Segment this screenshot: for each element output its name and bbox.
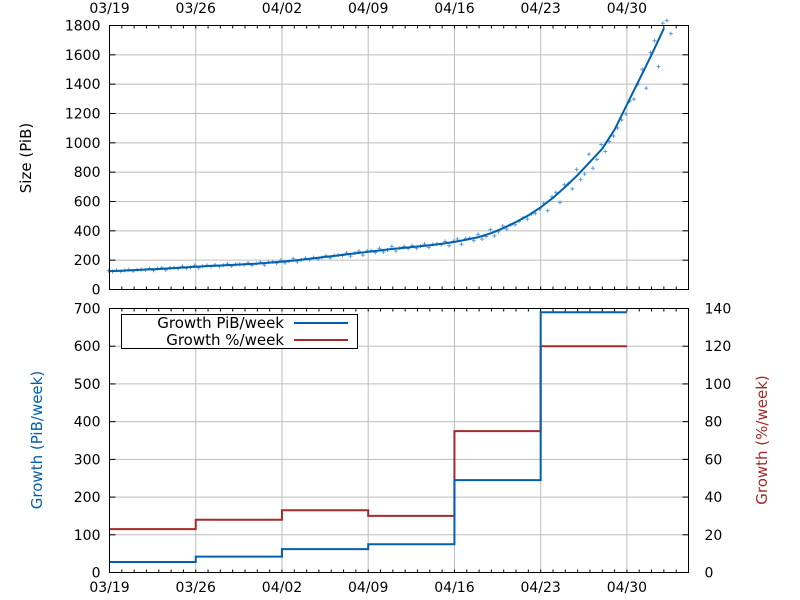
growth-y-tick-label: 400 — [74, 415, 101, 431]
size-y-axis-label: Size (PiB) — [17, 123, 35, 193]
size-scatter-points — [106, 18, 673, 274]
growth-x-tick-label: 04/09 — [348, 580, 388, 596]
size-data-point — [570, 186, 575, 191]
growth-y2-tick-label: 100 — [705, 377, 732, 393]
growth-x-tick-label: 03/26 — [176, 580, 216, 596]
size-y-tick-label: 0 — [92, 283, 101, 299]
size-y-tick-label: 200 — [74, 253, 101, 269]
growth-ticks: 0 100 200 300 400 500 600 700 0 20 40 60 80 100 120 140… — [74, 302, 731, 597]
growth-y2-tick-label: 20 — [705, 528, 723, 544]
size-data-point — [590, 166, 595, 171]
size-data-point — [586, 152, 591, 157]
growth-y-tick-label: 600 — [74, 339, 101, 355]
size-data-point — [389, 244, 394, 249]
size-data-point — [480, 237, 485, 242]
size-y-tick-label: 1800 — [65, 19, 101, 35]
size-data-point — [631, 97, 636, 102]
size-x-tick-label: 03/19 — [89, 1, 129, 17]
growth-y2-tick-label: 0 — [705, 566, 714, 582]
growth-y-tick-label: 0 — [92, 566, 101, 582]
growth-y2-tick-label: 140 — [705, 302, 732, 318]
size-data-point — [582, 171, 587, 176]
size-data-point — [471, 238, 476, 243]
size-line — [109, 28, 665, 273]
size-data-point — [664, 18, 669, 23]
growth-x-tick-label: 03/19 — [89, 580, 129, 596]
size-x-tick-label: 03/26 — [176, 1, 216, 17]
growth-y-tick-label: 700 — [74, 302, 101, 318]
size-plot-frame — [109, 25, 689, 290]
size-data-point — [476, 232, 481, 237]
size-y-tick-label: 400 — [74, 224, 101, 240]
size-y-tick-label: 1200 — [65, 107, 101, 123]
growth-y2-tick-label: 120 — [705, 339, 732, 355]
size-data-point — [623, 111, 628, 116]
size-x-tick-label: 04/16 — [434, 1, 474, 17]
growth-y-tick-label: 100 — [74, 528, 101, 544]
growth-y2-tick-label: 40 — [705, 490, 723, 506]
size-y-tick-label: 1400 — [65, 77, 101, 93]
size-data-point — [652, 38, 657, 43]
size-data-point — [545, 208, 550, 213]
size-data-point — [574, 167, 579, 172]
growth-pib-step-line — [109, 311, 627, 563]
size-grid — [109, 25, 689, 290]
size-data-point — [553, 190, 558, 195]
growth-x-tick-label: 04/30 — [607, 580, 647, 596]
size-data-point — [656, 64, 661, 69]
size-data-point — [492, 233, 497, 238]
size-x-tick-label: 04/09 — [348, 1, 388, 17]
size-data-point — [459, 242, 464, 247]
growth-pct-axis-label: Growth (%/week) — [753, 375, 771, 505]
size-data-point — [599, 142, 604, 147]
size-data-point — [594, 157, 599, 162]
growth-plot-frame — [109, 308, 689, 573]
size-series — [109, 28, 665, 273]
growth-x-tick-label: 04/23 — [520, 580, 560, 596]
size-data-point — [611, 134, 616, 139]
growth-x-tick-label: 04/16 — [434, 580, 474, 596]
size-data-point — [603, 149, 608, 154]
size-x-tick-label: 04/23 — [520, 1, 560, 17]
legend-label-pib: Growth PiB/week — [157, 314, 284, 332]
size-data-point — [660, 21, 665, 26]
size-y-tick-label: 1600 — [65, 48, 101, 64]
size-data-point — [504, 227, 509, 232]
size-data-point — [488, 227, 493, 232]
legend-box — [121, 314, 358, 349]
size-data-point — [562, 182, 567, 187]
legend-label-pct: Growth %/week — [166, 331, 284, 349]
size-data-point — [578, 177, 583, 182]
size-y-tick-label: 800 — [74, 165, 101, 181]
growth-y2-tick-label: 60 — [705, 452, 723, 468]
size-x-tick-label: 04/30 — [607, 1, 647, 17]
size-x-tick-label: 04/02 — [262, 1, 302, 17]
size-data-point — [644, 86, 649, 91]
size-data-point — [557, 200, 562, 205]
size-y-tick-label: 1000 — [65, 136, 101, 152]
size-data-point — [668, 31, 673, 36]
growth-y-tick-label: 200 — [74, 490, 101, 506]
size-data-point — [447, 243, 452, 248]
size-data-point — [360, 253, 365, 258]
size-ticks: 0 200 400 600 800 1000 1200 1400 1600 1800 03/19 03… — [65, 1, 689, 299]
growth-x-tick-label: 04/02 — [262, 580, 302, 596]
growth-y2-tick-label: 80 — [705, 415, 723, 431]
growth-y-tick-label: 300 — [74, 452, 101, 468]
size-data-point — [525, 217, 530, 222]
growth-series — [109, 311, 627, 563]
growth-pib-axis-label: Growth (PiB/week) — [28, 371, 46, 509]
size-y-tick-label: 600 — [74, 195, 101, 211]
growth-legend: Growth PiB/week Growth %/week — [121, 314, 358, 349]
growth-y-tick-label: 500 — [74, 377, 101, 393]
